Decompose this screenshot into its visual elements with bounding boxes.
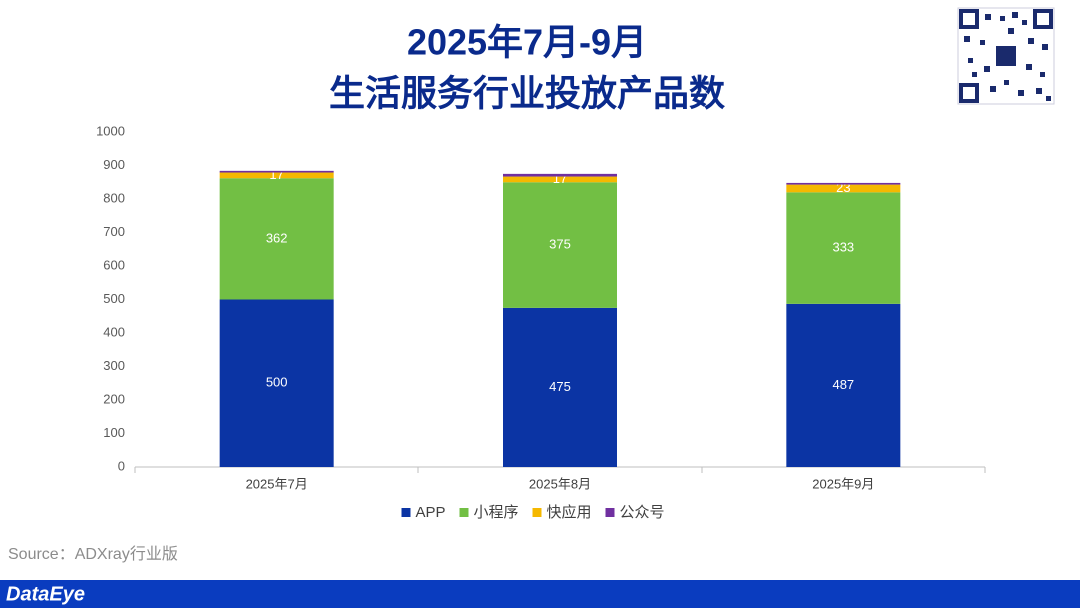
bar-segment [786, 303, 901, 467]
brand: DataEye [6, 583, 85, 605]
legend-swatch [532, 508, 542, 517]
bar-segment [786, 192, 901, 304]
y-tick-label: 500 [103, 291, 125, 306]
legend-label: 小程序 [474, 504, 519, 521]
legend-swatch [459, 508, 469, 517]
x-tick-label: 2025年8月 [529, 476, 591, 491]
data-label: 17 [269, 167, 283, 182]
plot: 0 100 200 300 400 500 600 700 800 900 1000 2025年7月 5… [96, 123, 901, 521]
y-tick-label: 900 [103, 157, 125, 172]
qr-code [957, 7, 1055, 105]
legend-label: 快应用 [547, 503, 592, 521]
y-tick-label: 400 [103, 324, 125, 339]
bar-segment [503, 182, 617, 308]
x-tick-label: 2025年9月 [812, 476, 874, 491]
y-tick-label: 300 [103, 358, 125, 373]
data-label: 17 [553, 171, 567, 186]
chart-subtitle: 生活服务行业投放产品数 [329, 73, 725, 114]
data-label: 362 [266, 230, 288, 245]
qr-corner [1033, 9, 1053, 29]
data-label: 23 [836, 180, 850, 195]
legend-label: APP [416, 504, 446, 521]
data-label: 375 [549, 237, 571, 252]
x-tick-label: 2025年7月 [246, 476, 308, 491]
bar-segment [503, 176, 617, 183]
bar-segment [503, 307, 617, 467]
y-tick-label: 600 [103, 257, 125, 272]
qr-pattern [964, 12, 1051, 101]
x-axis-ticks [134, 467, 986, 473]
data-label: 487 [832, 377, 854, 392]
source: Source：ADXray行业版 [8, 545, 178, 563]
legend-swatch [605, 508, 615, 517]
data-label: 500 [266, 375, 288, 390]
legend-swatch [401, 508, 411, 517]
bar-segment [786, 182, 901, 185]
y-tick-label: 0 [118, 458, 125, 473]
bar-segment [786, 184, 901, 193]
y-tick-label: 800 [103, 190, 125, 205]
footer-bar [0, 580, 1080, 608]
y-tick-label: 1000 [96, 123, 125, 138]
y-tick-label: 100 [103, 425, 125, 440]
data-label: 333 [832, 240, 854, 255]
qr-corner [959, 9, 979, 29]
legend-label: 公众号 [620, 504, 665, 521]
bar-segment [219, 178, 334, 300]
data-label: 475 [549, 379, 571, 394]
y-tick-label: 700 [103, 224, 125, 239]
qr-corner [959, 83, 979, 103]
bar-segment [219, 299, 334, 467]
bar-segment [219, 170, 334, 173]
chart-title: 2025年7月-9月 [407, 22, 647, 63]
qr-logo [996, 46, 1016, 66]
bar-segment [503, 173, 617, 177]
y-tick-label: 200 [103, 391, 125, 406]
bar-segment [219, 172, 334, 179]
